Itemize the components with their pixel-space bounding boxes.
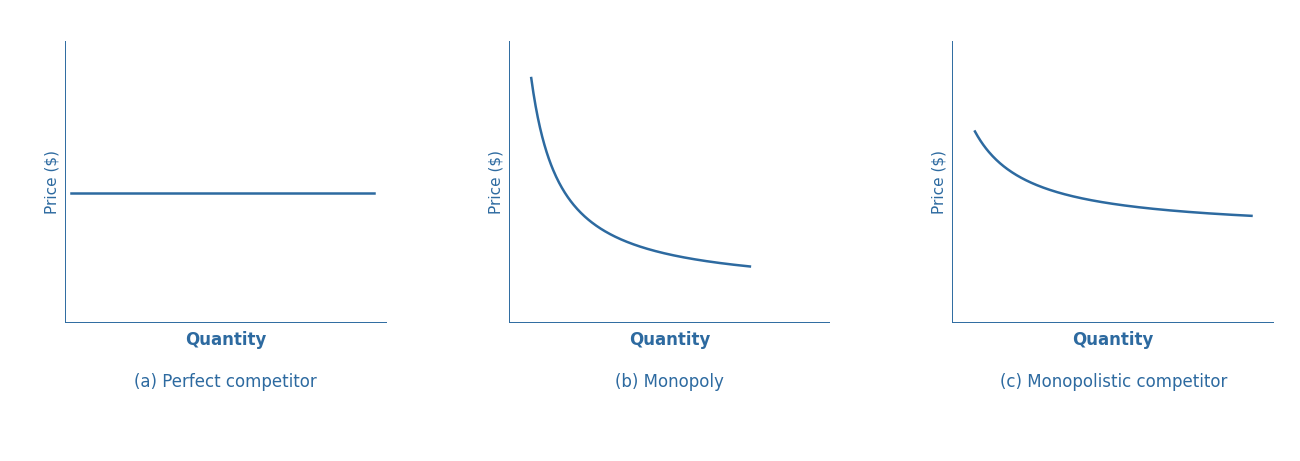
Y-axis label: Price ($): Price ($) xyxy=(932,150,946,214)
X-axis label: Quantity: Quantity xyxy=(629,331,710,349)
Y-axis label: Price ($): Price ($) xyxy=(489,150,503,214)
Text: (c) Monopolistic competitor: (c) Monopolistic competitor xyxy=(1000,373,1227,391)
X-axis label: Quantity: Quantity xyxy=(185,331,266,349)
Y-axis label: Price ($): Price ($) xyxy=(44,150,60,214)
Text: (b) Monopoly: (b) Monopoly xyxy=(615,373,724,391)
X-axis label: Quantity: Quantity xyxy=(1072,331,1154,349)
Text: (a) Perfect competitor: (a) Perfect competitor xyxy=(134,373,317,391)
